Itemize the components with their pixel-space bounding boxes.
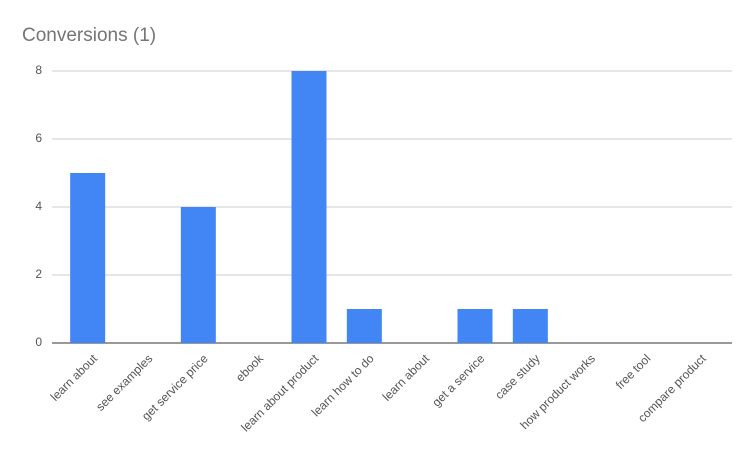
bar bbox=[180, 207, 216, 343]
bar bbox=[457, 309, 493, 343]
bar bbox=[512, 309, 548, 343]
y-tick-label: 6 bbox=[35, 131, 42, 145]
chart-title: Conversions (1) bbox=[22, 25, 156, 46]
x-tick-label: case study bbox=[492, 351, 542, 401]
x-tick-label: learn about bbox=[380, 351, 433, 404]
x-tick-label: free tool bbox=[613, 351, 654, 392]
x-tick-label: see examples bbox=[93, 351, 155, 413]
y-tick-label: 0 bbox=[35, 335, 42, 349]
x-tick-label: ebook bbox=[233, 351, 267, 385]
x-tick-label: get a service bbox=[429, 351, 487, 409]
y-tick-label: 4 bbox=[35, 199, 42, 213]
bar bbox=[291, 71, 327, 343]
bar bbox=[70, 173, 106, 343]
y-tick-label: 2 bbox=[35, 267, 42, 281]
bar bbox=[346, 309, 382, 343]
y-tick-label: 8 bbox=[35, 63, 42, 77]
x-tick-label: learn about bbox=[48, 351, 101, 404]
